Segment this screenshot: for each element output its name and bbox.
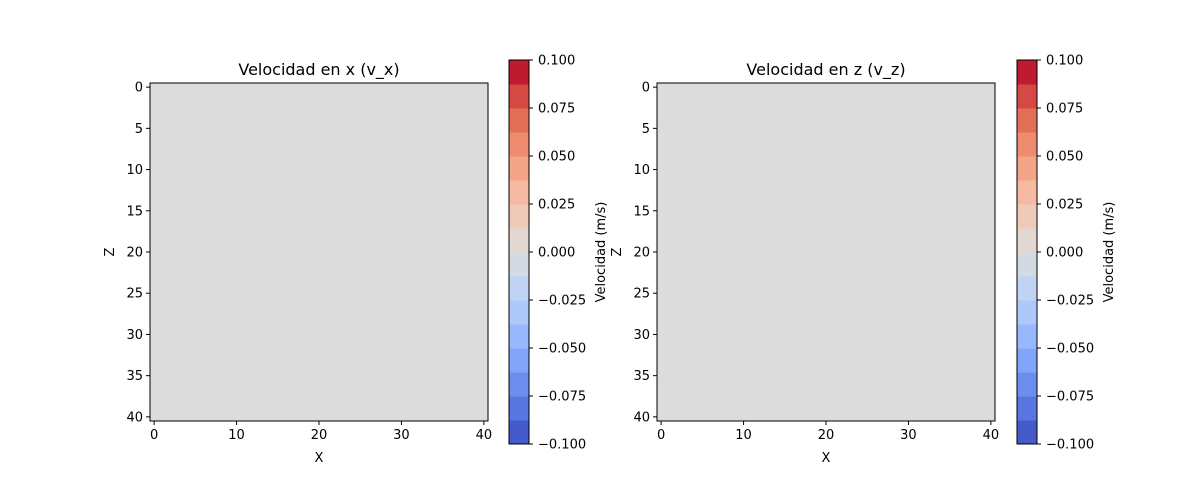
colorbar-band	[1017, 372, 1037, 397]
colorbar-tick-label: 0.050	[538, 150, 575, 165]
colorbar-tick-label: −0.100	[1046, 438, 1094, 453]
colorbar-tick-label: −0.025	[538, 294, 586, 309]
colorbar-band	[509, 300, 529, 325]
colorbar-band	[509, 396, 529, 421]
colorbar-band	[1017, 348, 1037, 373]
colorbar: 0.100 0.075 0.050 0.025 0.000 −0.025 −0.050 −0.…	[1016, 54, 1117, 453]
colorbar-tick-label: −0.050	[538, 342, 586, 357]
colorbar-band	[509, 372, 529, 397]
y-tick-label: 20	[633, 246, 650, 261]
colorbar-band	[509, 156, 529, 181]
y-axis-label: Z	[610, 247, 625, 256]
y-tick-label: 40	[633, 410, 650, 425]
colorbar-band	[1017, 252, 1037, 277]
x-tick-label: 20	[311, 428, 328, 443]
colorbar-band	[1017, 204, 1037, 229]
colorbar: 0.100 0.075 0.050 0.025 0.000 −0.025 −0.050 −0.…	[508, 54, 609, 453]
colorbar-tick-label: 0.025	[538, 198, 575, 213]
colorbar-tick-label: 0.100	[538, 54, 575, 69]
heatmap-field	[657, 83, 995, 421]
colorbar-tick-label: −0.050	[1046, 342, 1094, 357]
colorbar-tick-label: 0.000	[538, 246, 575, 261]
colorbar-tick-label: 0.000	[1046, 246, 1083, 261]
colorbar-band	[509, 276, 529, 301]
colorbar-tick-label: 0.025	[1046, 198, 1083, 213]
colorbar-band	[1017, 276, 1037, 301]
panel-2: Velocidad en z (v_z) 0 10 20 30 40 0 5 10 15 20 25 3…	[610, 54, 1117, 467]
colorbar-band	[509, 324, 529, 349]
colorbar-label: Velocidad (m/s)	[1102, 202, 1117, 303]
y-tick-label: 15	[126, 204, 143, 219]
y-tick-label: 5	[642, 122, 650, 137]
y-axis-label: Z	[103, 247, 118, 256]
x-tick-label: 10	[228, 428, 245, 443]
y-tick-label: 25	[126, 287, 143, 302]
colorbar-tick-label: −0.075	[1046, 390, 1094, 405]
x-tick-label: 0	[150, 428, 158, 443]
x-tick-label: 0	[657, 428, 665, 443]
x-tick-label: 10	[735, 428, 752, 443]
y-tick-label: 40	[126, 410, 143, 425]
colorbar-tick-label: 0.050	[1046, 150, 1083, 165]
colorbar-band	[1017, 108, 1037, 133]
y-tick-label: 15	[633, 204, 650, 219]
colorbar-band	[509, 228, 529, 253]
x-tick-label: 40	[476, 428, 493, 443]
colorbar-tick-label: −0.075	[538, 390, 586, 405]
colorbar-band	[1017, 420, 1037, 445]
y-tick-label: 0	[135, 81, 143, 96]
colorbar-band	[1017, 324, 1037, 349]
colorbar-band	[1017, 300, 1037, 325]
chart-title: Velocidad en x (v_x)	[238, 60, 399, 80]
colorbar-tick-label: 0.075	[538, 102, 575, 117]
chart-title: Velocidad en z (v_z)	[746, 60, 905, 80]
colorbar-tick-label: 0.075	[1046, 102, 1083, 117]
colorbar-band	[509, 252, 529, 277]
x-tick-label: 20	[818, 428, 835, 443]
colorbar-band	[1017, 60, 1037, 85]
colorbar-band	[509, 132, 529, 157]
y-tick-label: 30	[633, 328, 650, 343]
colorbar-band	[509, 348, 529, 373]
colorbar-band	[1017, 180, 1037, 205]
y-tick-label: 20	[126, 246, 143, 261]
colorbar-tick-label: 0.100	[1046, 54, 1083, 69]
x-axis-label: X	[315, 451, 324, 466]
x-axis-label: X	[822, 451, 831, 466]
x-tick-label: 30	[900, 428, 917, 443]
x-tick-label: 30	[393, 428, 410, 443]
colorbar-band	[509, 84, 529, 109]
y-tick-label: 25	[633, 287, 650, 302]
colorbar-band	[1017, 396, 1037, 421]
x-tick-label: 40	[983, 428, 1000, 443]
colorbar-band	[1017, 84, 1037, 109]
y-tick-label: 35	[633, 369, 650, 384]
y-tick-label: 5	[135, 122, 143, 137]
colorbar-tick-label: −0.100	[538, 438, 586, 453]
colorbar-label: Velocidad (m/s)	[594, 202, 609, 303]
colorbar-tick-label: −0.025	[1046, 294, 1094, 309]
colorbar-band	[509, 180, 529, 205]
panel-1: Velocidad en x (v_x) 0 10 20 30 40 0 5 10 15 20 25 3…	[103, 54, 609, 467]
colorbar-band	[509, 108, 529, 133]
colorbar-band	[1017, 132, 1037, 157]
colorbar-band	[509, 420, 529, 445]
y-tick-label: 0	[642, 81, 650, 96]
heatmap-field	[150, 83, 488, 421]
y-tick-label: 30	[126, 328, 143, 343]
colorbar-band	[509, 60, 529, 85]
y-tick-label: 10	[633, 163, 650, 178]
y-tick-label: 10	[126, 163, 143, 178]
colorbar-band	[509, 204, 529, 229]
colorbar-band	[1017, 228, 1037, 253]
colorbar-band	[1017, 156, 1037, 181]
y-tick-label: 35	[126, 369, 143, 384]
